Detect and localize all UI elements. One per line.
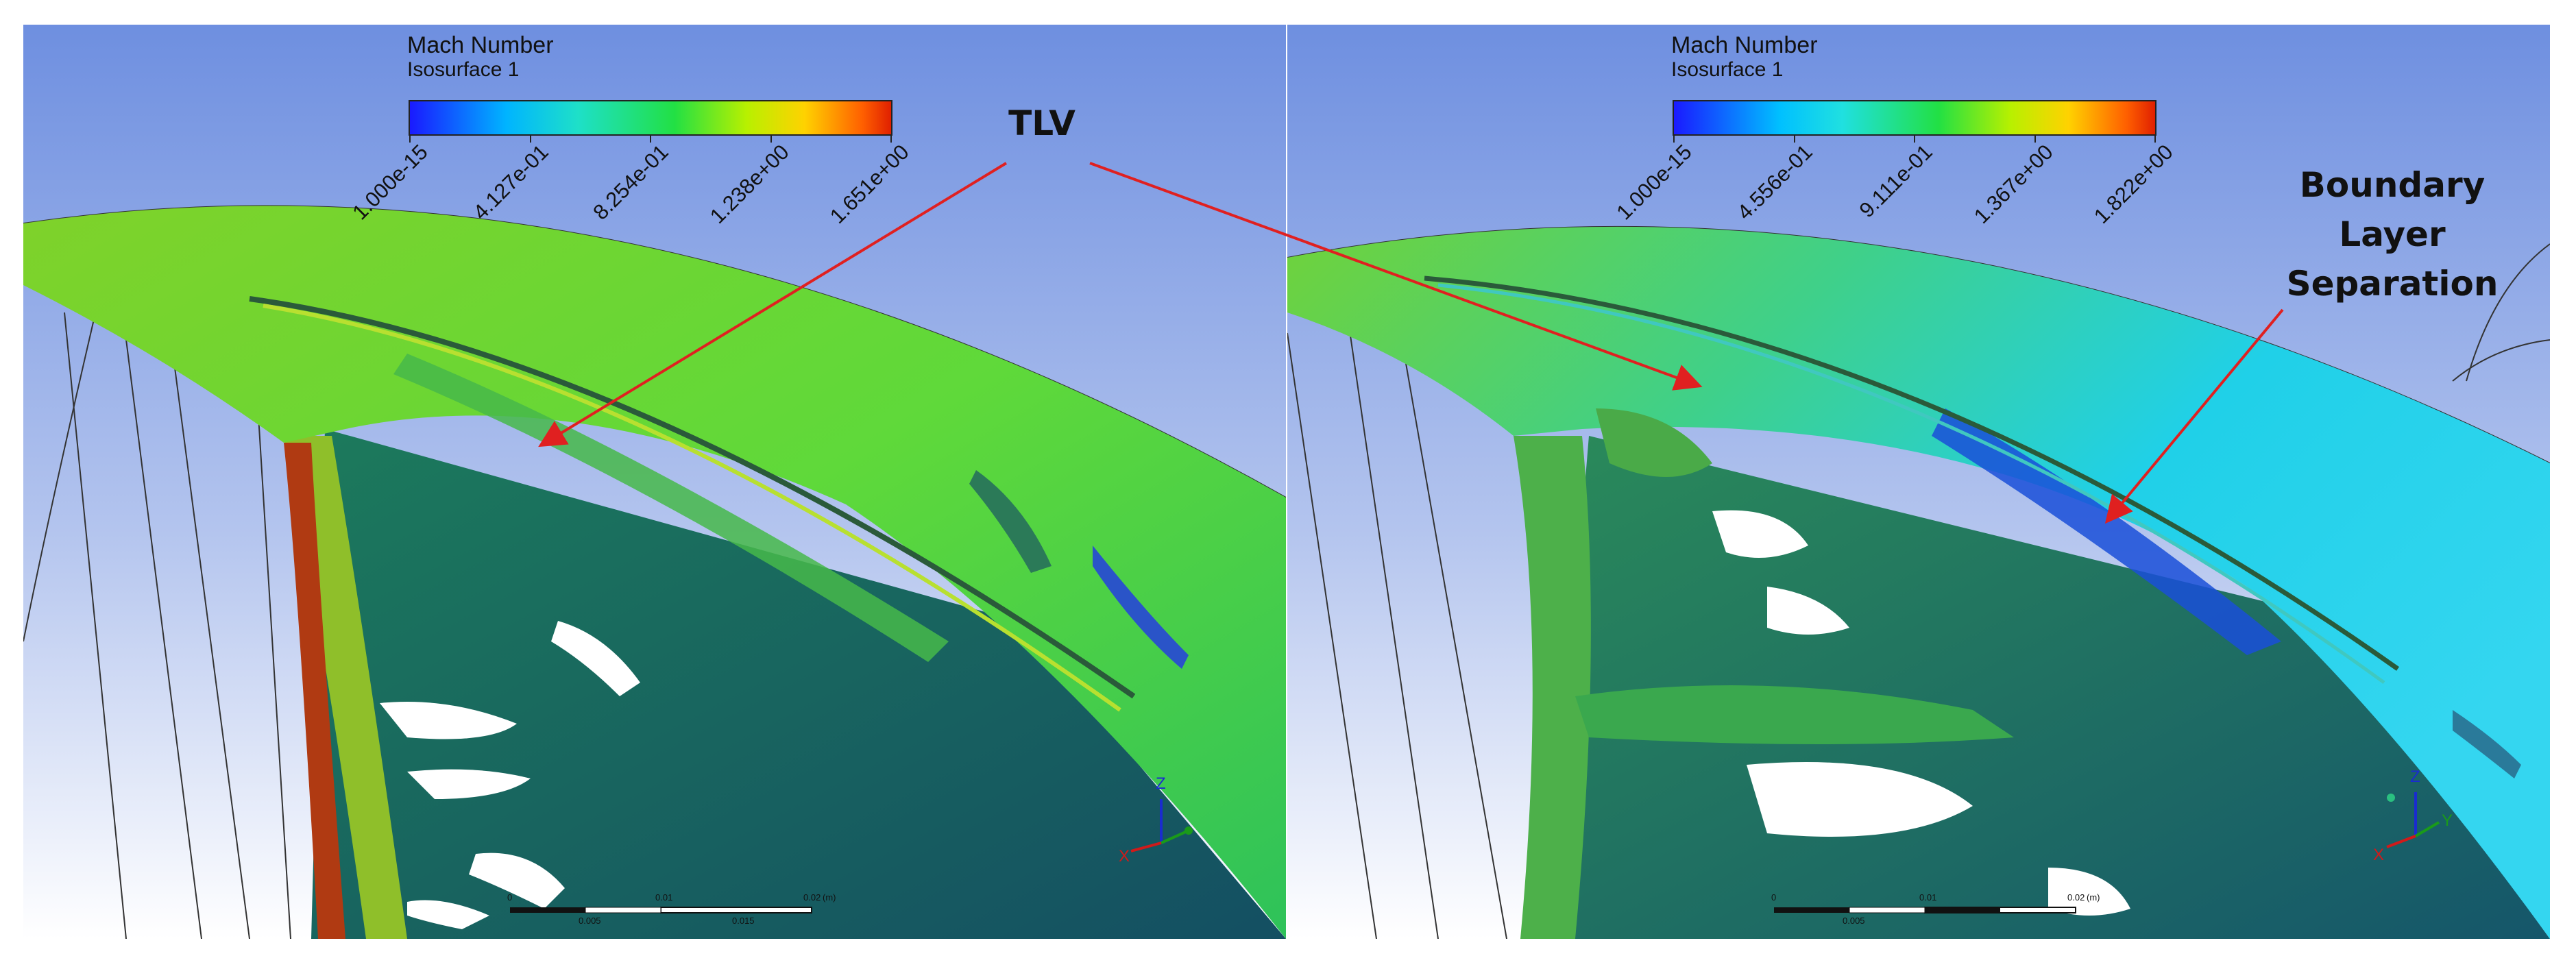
- boundary-layer-separation-label: Boundary Layer Separation: [2255, 160, 2529, 308]
- axis-label-x: X: [1119, 847, 1130, 866]
- label-line: Layer: [2339, 214, 2446, 254]
- axis-label-z: Z: [2410, 768, 2420, 786]
- axis-label-x: X: [2373, 846, 2385, 864]
- colorbar-tick-mark: [650, 136, 651, 143]
- legend-title: Mach Number: [407, 32, 554, 58]
- legend-subtitle: Isosurface 1: [407, 58, 520, 81]
- mach-colorbar: [1673, 100, 2156, 136]
- axis-label-y: Y: [2442, 811, 2453, 830]
- scale-label: 0.005: [579, 916, 601, 926]
- colorbar-tick-mark: [1914, 136, 1915, 143]
- label-line: Separation: [2286, 264, 2499, 304]
- scale-label: 0.02: [2067, 892, 2085, 903]
- colorbar-tick-mark: [409, 136, 411, 143]
- scale-unit: (m): [823, 892, 836, 903]
- axis-triad: Z X: [1119, 774, 1202, 866]
- colorbar-tick-mark: [770, 136, 772, 143]
- scale-label: 0.01: [1919, 892, 1937, 903]
- scale-unit: (m): [2087, 892, 2100, 903]
- scale-label: 0.02: [803, 892, 821, 903]
- tlv-label: TLV: [1008, 103, 1076, 143]
- colorbar-tick-mark: [530, 136, 531, 143]
- colorbar-tick-mark: [2154, 136, 2156, 143]
- colorbar-tick-mark: [1673, 136, 1675, 143]
- scale-label: 0.005: [1843, 916, 1865, 926]
- scale-label: 0.01: [655, 892, 673, 903]
- axis-triad-graphic: [2386, 792, 2440, 848]
- legend-subtitle: Isosurface 1: [1671, 58, 1784, 81]
- scale-bar-graphic: [1774, 907, 2076, 913]
- cfd-panel-left: Mach Number Isosurface 1 1.000e-15 4.127…: [23, 25, 1286, 939]
- label-line: Boundary: [2299, 165, 2486, 205]
- scale-bar-graphic: [510, 907, 812, 913]
- scale-label: 0: [507, 892, 513, 903]
- colorbar-tick-mark: [890, 136, 892, 143]
- axis-triad: Z Y X: [2370, 768, 2453, 864]
- scale-label: 0.015: [732, 916, 755, 926]
- legend-title: Mach Number: [1671, 32, 1818, 58]
- axis-triad-graphic: [1130, 799, 1193, 853]
- colorbar-tick-mark: [1794, 136, 1795, 143]
- scale-label: 0: [1771, 892, 1777, 903]
- colorbar-tick-mark: [2034, 136, 2036, 143]
- mach-colorbar: [409, 100, 892, 136]
- axis-label-z: Z: [1156, 774, 1166, 793]
